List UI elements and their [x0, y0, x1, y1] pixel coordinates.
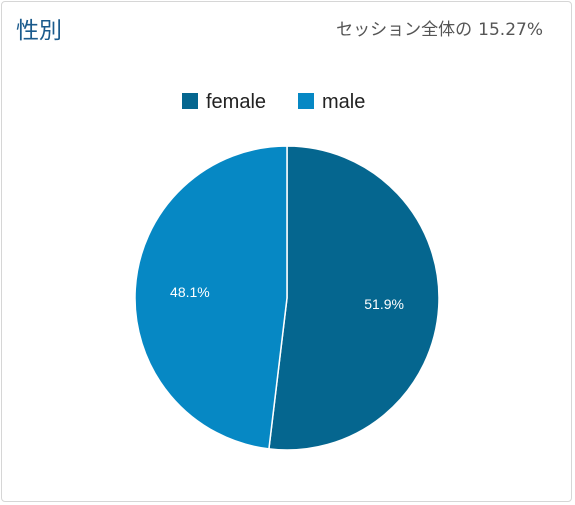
session-share: セッション全体の 15.27%: [336, 22, 543, 39]
legend-label-male: male: [322, 91, 365, 113]
legend-swatch-male: [298, 93, 314, 109]
panel-title: 性別: [16, 18, 62, 44]
legend-swatch-female: [182, 93, 198, 109]
data-label-female: 51.9%: [364, 296, 404, 312]
pie-slice-male[interactable]: [134, 145, 288, 450]
session-share-value: 15.27%: [478, 20, 543, 40]
pie-slice-female[interactable]: [268, 145, 440, 451]
session-share-label: セッション全体の: [336, 20, 473, 40]
data-label-male: 48.1%: [170, 284, 210, 300]
legend-label-female: female: [206, 91, 266, 113]
